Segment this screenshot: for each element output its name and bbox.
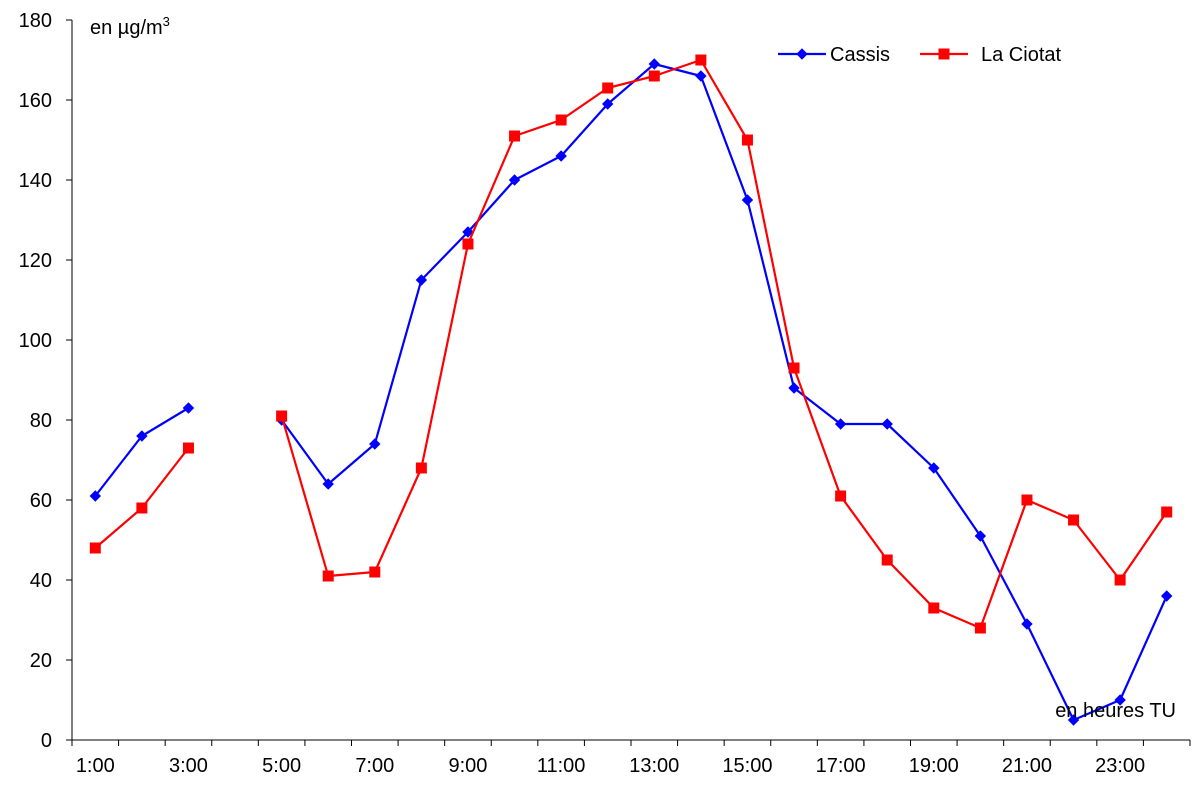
y-tick-label: 20	[30, 650, 52, 672]
data-point-cassis	[1021, 618, 1033, 630]
x-tick-label: 23:00	[1095, 755, 1145, 777]
data-point-cassis	[322, 478, 334, 490]
data-point-cassis	[648, 58, 660, 70]
legend-label-cassis: Cassis	[830, 44, 890, 66]
data-point-la-ciotat	[1114, 574, 1126, 586]
data-point-la-ciotat	[881, 554, 893, 566]
data-point-cassis	[1067, 714, 1080, 726]
x-tick-label: 15:00	[722, 755, 772, 777]
data-point-la-ciotat	[462, 238, 474, 250]
x-tick-label: 19:00	[909, 755, 959, 777]
data-point-cassis	[89, 490, 101, 502]
data-point-cassis	[928, 462, 940, 474]
x-tick-label: 21:00	[1002, 755, 1052, 777]
data-point-cassis	[788, 382, 800, 394]
series-cassis	[89, 58, 1173, 726]
data-point-cassis	[741, 194, 754, 206]
data-point-cassis	[974, 530, 987, 542]
legend-marker-la-ciotat	[938, 48, 950, 60]
legend-label-la-ciotat: La Ciotat	[981, 44, 1061, 66]
data-point-cassis	[834, 418, 847, 430]
data-point-la-ciotat	[555, 114, 567, 126]
y-tick-label: 60	[30, 490, 52, 512]
y-tick-label: 100	[19, 330, 52, 352]
x-tick-label: 13:00	[629, 755, 679, 777]
data-point-cassis	[182, 402, 195, 414]
data-point-cassis	[695, 70, 707, 82]
legend-item-la-ciotat: La Ciotat	[920, 44, 1061, 66]
y-tick-label: 180	[19, 10, 52, 32]
data-point-la-ciotat	[741, 134, 753, 146]
data-point-cassis	[602, 98, 614, 110]
data-point-cassis	[136, 430, 148, 442]
data-point-la-ciotat	[1021, 494, 1033, 506]
data-point-la-ciotat	[1161, 506, 1173, 518]
data-point-la-ciotat	[89, 542, 101, 554]
x-tick-label: 1:00	[76, 755, 115, 777]
data-point-la-ciotat	[974, 622, 986, 634]
data-point-la-ciotat	[788, 362, 800, 374]
data-point-cassis	[415, 274, 428, 286]
x-tick-label: 3:00	[169, 755, 208, 777]
data-point-la-ciotat	[322, 570, 334, 582]
data-point-cassis	[462, 226, 474, 238]
y-tick-label: 40	[30, 570, 52, 592]
x-tick-label: 11:00	[537, 755, 586, 777]
data-point-cassis	[1114, 694, 1126, 706]
y-axis-title-superscript: 3	[163, 14, 170, 29]
y-tick-label: 80	[30, 410, 52, 432]
x-tick-label: 5:00	[262, 755, 301, 777]
series-group	[89, 54, 1173, 726]
legend: Cassis La Ciotat	[778, 44, 1061, 66]
data-point-la-ciotat	[136, 502, 148, 514]
data-point-cassis	[369, 438, 381, 450]
data-point-la-ciotat	[276, 410, 288, 422]
series-line-la-ciotat	[280, 58, 1168, 630]
x-tick-label: 7:00	[355, 755, 394, 777]
data-point-la-ciotat	[648, 70, 660, 82]
data-point-la-ciotat	[602, 82, 614, 94]
data-point-cassis	[555, 150, 567, 162]
data-point-cassis	[508, 174, 521, 186]
data-point-la-ciotat	[1068, 514, 1080, 526]
series-line-cassis	[280, 62, 1168, 722]
axes-group	[71, 20, 1190, 741]
series-line-la-ciotat	[94, 447, 190, 549]
data-point-cassis	[881, 418, 893, 430]
x-tick-label: 9:00	[448, 755, 487, 777]
data-point-la-ciotat	[415, 462, 427, 474]
ticks-group: 0 20 40 60 80 100 120 140 160 180 1:00 3:00 5:00 7:00…	[19, 10, 1191, 777]
series-line-cassis	[94, 407, 190, 497]
data-point-la-ciotat	[369, 566, 381, 578]
data-point-la-ciotat	[835, 490, 847, 502]
y-tick-label: 140	[19, 170, 52, 192]
data-point-la-ciotat	[928, 602, 940, 614]
data-point-la-ciotat	[695, 54, 707, 66]
data-point-la-ciotat	[509, 130, 521, 142]
x-axis-title: en heures TU	[1055, 700, 1176, 722]
y-tick-label: 120	[19, 250, 52, 272]
legend-marker-cassis	[796, 48, 808, 60]
y-tick-label: 0	[41, 730, 52, 752]
x-tick-label: 17:00	[816, 755, 866, 777]
y-axis-title-main: en µg/m	[90, 17, 163, 39]
data-point-cassis	[1161, 590, 1173, 602]
y-axis-title: en µg/m3	[90, 14, 170, 39]
y-tick-label: 160	[19, 90, 52, 112]
legend-item-cassis: Cassis	[778, 44, 890, 66]
data-point-la-ciotat	[182, 442, 194, 454]
series-la-ciotat	[89, 54, 1173, 634]
